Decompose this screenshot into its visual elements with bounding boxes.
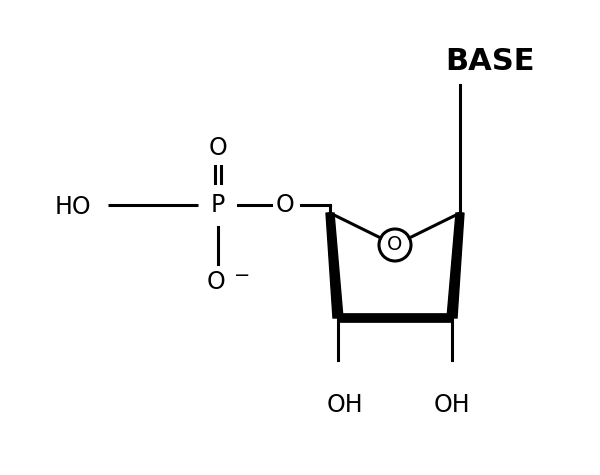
Text: O: O: [206, 270, 226, 294]
Polygon shape: [447, 213, 464, 318]
Text: HO: HO: [55, 195, 92, 219]
Polygon shape: [326, 213, 343, 318]
Text: BASE: BASE: [445, 48, 535, 76]
Text: O: O: [388, 236, 403, 255]
Text: −: −: [234, 266, 250, 285]
Text: P: P: [211, 193, 225, 217]
Text: O: O: [275, 193, 295, 217]
Text: O: O: [209, 136, 227, 160]
Text: OH: OH: [434, 393, 470, 417]
Text: OH: OH: [326, 393, 364, 417]
